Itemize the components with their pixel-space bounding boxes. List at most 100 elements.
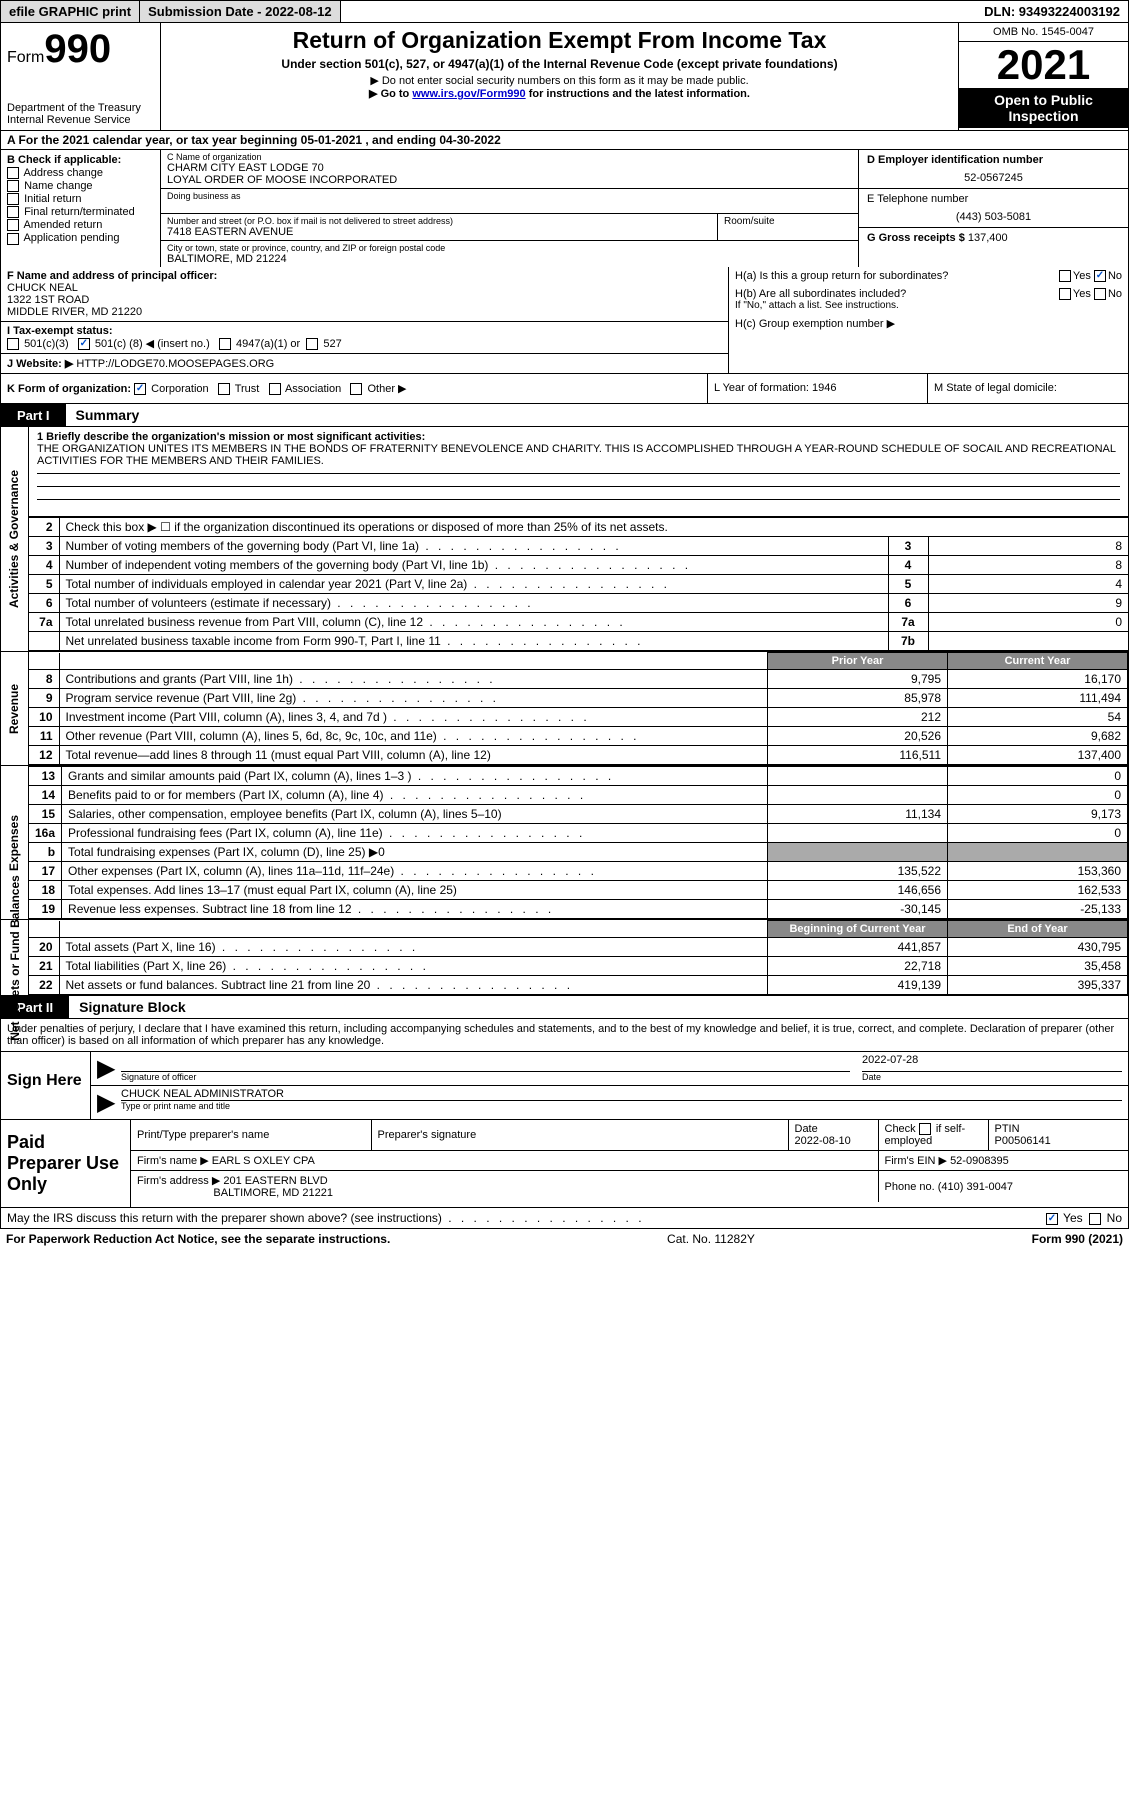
table-header-row: Beginning of Current YearEnd of Year <box>29 921 1128 938</box>
table-row: 10Investment income (Part VIII, column (… <box>29 708 1128 727</box>
prep-row-3: Firm's address ▶ 201 EASTERN BLVD BALTIM… <box>131 1171 1128 1203</box>
py-header: Prior Year <box>768 653 948 670</box>
cb-final-return[interactable]: Final return/terminated <box>7 206 154 218</box>
website-label: J Website: ▶ <box>7 358 73 370</box>
prep-row-2: Firm's name ▶ EARL S OXLEY CPA Firm's EI… <box>131 1151 1128 1171</box>
mission-block: 1 Briefly describe the organization's mi… <box>29 427 1128 517</box>
phone-label: Phone no. <box>885 1181 935 1193</box>
table-header-row: Prior YearCurrent Year <box>29 653 1128 670</box>
table-row: 2Check this box ▶ ☐ if the organization … <box>29 518 1128 537</box>
cb-other[interactable] <box>350 383 362 395</box>
form-header-mid: Return of Organization Exempt From Incom… <box>161 23 958 130</box>
tax-status-label: I Tax-exempt status: <box>7 325 113 337</box>
exp-content: 13Grants and similar amounts paid (Part … <box>29 766 1128 919</box>
irs-link[interactable]: www.irs.gov/Form990 <box>412 88 525 100</box>
website-cell: J Website: ▶ HTTP://LODGE70.MOOSEPAGES.O… <box>1 354 728 373</box>
city-cell: City or town, state or province, country… <box>161 241 858 267</box>
table-row: 13Grants and similar amounts paid (Part … <box>29 767 1128 786</box>
dln-value: DLN: 93493224003192 <box>976 1 1128 22</box>
cb-discuss-no[interactable] <box>1089 1213 1101 1225</box>
col-d-ein: D Employer identification number 52-0567… <box>858 150 1128 267</box>
cb-527[interactable] <box>306 338 318 350</box>
footer: For Paperwork Reduction Act Notice, see … <box>0 1229 1129 1249</box>
sig-name-label: Type or print name and title <box>121 1101 1122 1111</box>
table-row: 6Total number of volunteers (estimate if… <box>29 594 1128 613</box>
cb-name-change[interactable]: Name change <box>7 180 154 192</box>
prep-sig-h: Preparer's signature <box>371 1120 788 1151</box>
boy-header: Beginning of Current Year <box>768 921 948 938</box>
ein-value: 52-0567245 <box>867 172 1120 184</box>
table-row: 16aProfessional fundraising fees (Part I… <box>29 824 1128 843</box>
part1-tab: Part I <box>1 405 66 426</box>
l-formation: L Year of formation: 1946 <box>708 374 928 403</box>
gross-label: G Gross receipts $ <box>867 232 965 244</box>
cb-4947[interactable] <box>219 338 231 350</box>
form-number: Form990 <box>7 27 154 72</box>
cb-hb-no[interactable] <box>1094 288 1106 300</box>
phone-val: (410) 391-0047 <box>938 1181 1013 1193</box>
cb-pending[interactable]: Application pending <box>7 232 154 244</box>
officer-cell: F Name and address of principal officer:… <box>1 267 728 322</box>
sub-date-value: 2022-08-12 <box>265 4 332 19</box>
inspection-label: Open to Public Inspection <box>959 88 1128 128</box>
ha-cell: H(a) Is this a group return for subordin… <box>729 267 1128 285</box>
irs-label: Internal Revenue Service <box>7 114 154 126</box>
sig-row-1: ▶ Signature of officer 2022-07-28 Date <box>91 1052 1128 1086</box>
form-header-right: OMB No. 1545-0047 2021 Open to Public In… <box>958 23 1128 130</box>
cb-discuss-yes[interactable] <box>1046 1213 1058 1225</box>
501c-post: ) ◀ (insert no.) <box>139 338 210 350</box>
efile-button[interactable]: efile GRAPHIC print <box>1 1 140 22</box>
cb-ha-yes[interactable] <box>1059 270 1071 282</box>
table-row: bTotal fundraising expenses (Part IX, co… <box>29 843 1128 862</box>
sign-here-block: Sign Here ▶ Signature of officer 2022-07… <box>0 1052 1129 1120</box>
table-row: 8Contributions and grants (Part VIII, li… <box>29 670 1128 689</box>
form-prefix: Form <box>7 49 44 66</box>
section-fgh: F Name and address of principal officer:… <box>0 267 1129 374</box>
cb-initial-return[interactable]: Initial return <box>7 193 154 205</box>
table-row: 3Number of voting members of the governi… <box>29 537 1128 556</box>
suite-label: Room/suite <box>718 214 858 240</box>
part1-title: Summary <box>66 404 1128 426</box>
addr-row: Number and street (or P.O. box if mail i… <box>161 214 858 241</box>
eoy-header: End of Year <box>948 921 1128 938</box>
form-header-left: Form990 Department of the Treasury Inter… <box>1 23 161 130</box>
cb-corp[interactable] <box>134 383 146 395</box>
table-row: 9Program service revenue (Part VIII, lin… <box>29 689 1128 708</box>
net-content: Beginning of Current YearEnd of Year 20T… <box>29 920 1128 995</box>
prep-date: 2022-08-10 <box>795 1135 851 1147</box>
k-cell: K Form of organization: Corporation Trus… <box>1 374 708 403</box>
cb-501c3[interactable] <box>7 338 19 350</box>
gross-cell: G Gross receipts $ 137,400 <box>859 228 1128 248</box>
part2-header: Part II Signature Block <box>0 996 1129 1019</box>
tel-value: (443) 503-5081 <box>867 211 1120 223</box>
table-row: 7aTotal unrelated business revenue from … <box>29 613 1128 632</box>
firm-name: EARL S OXLEY CPA <box>212 1155 315 1167</box>
cb-hb-yes[interactable] <box>1059 288 1071 300</box>
cy-header: Current Year <box>948 653 1128 670</box>
dba-label: Doing business as <box>167 191 852 201</box>
cb-ha-no[interactable] <box>1094 270 1106 282</box>
footer-right: Form 990 (2021) <box>1032 1232 1123 1246</box>
cb-trust[interactable] <box>218 383 230 395</box>
form-no: 990 <box>44 27 111 71</box>
table-row: Net unrelated business taxable income fr… <box>29 632 1128 651</box>
cb-self-employed[interactable] <box>919 1123 931 1135</box>
527-label: 527 <box>323 338 341 350</box>
officer-addr2: MIDDLE RIVER, MD 21220 <box>7 306 722 318</box>
hb-cell: H(b) Are all subordinates included? Yes … <box>729 285 1128 314</box>
cb-assoc[interactable] <box>269 383 281 395</box>
preparer-table: Print/Type preparer's name Preparer's si… <box>131 1120 1128 1207</box>
4947-label: 4947(a)(1) or <box>236 338 300 350</box>
firm-addr2: BALTIMORE, MD 21221 <box>213 1187 333 1199</box>
org-name-2: LOYAL ORDER OF MOOSE INCORPORATED <box>167 174 852 186</box>
cb-address-change[interactable]: Address change <box>7 167 154 179</box>
sig-of-label: Signature of officer <box>121 1072 850 1082</box>
sig-fields: ▶ Signature of officer 2022-07-28 Date ▶… <box>91 1052 1128 1119</box>
org-name-1: CHARM CITY EAST LODGE 70 <box>167 162 852 174</box>
vtab-netassets: Net Assets or Fund Balances <box>1 920 29 995</box>
net-table: Beginning of Current YearEnd of Year 20T… <box>29 920 1128 995</box>
cb-501c[interactable] <box>78 338 90 350</box>
table-row: 14Benefits paid to or for members (Part … <box>29 786 1128 805</box>
cb-amended[interactable]: Amended return <box>7 219 154 231</box>
hb-note: If "No," attach a list. See instructions… <box>735 300 1122 311</box>
